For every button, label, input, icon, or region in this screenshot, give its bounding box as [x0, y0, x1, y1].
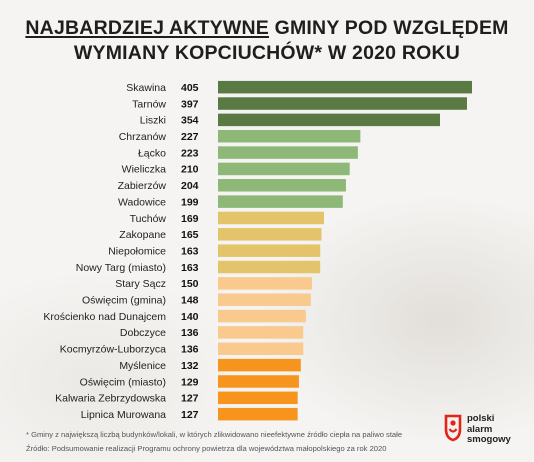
category-label: Tarnów [132, 98, 166, 110]
logo-line-2: alarm [467, 423, 493, 435]
value-label: 397 [181, 98, 199, 110]
bar [218, 277, 313, 290]
value-label: 148 [181, 295, 199, 307]
value-label: 150 [181, 278, 199, 290]
category-label: Stary Sącz [115, 278, 166, 290]
category-label: Kocmyrzów-Luborzyca [60, 344, 166, 356]
bar-chart: Skawina 405 Tarnów 397 Liszki 354 Chrzanów 227 Ł… [43, 80, 472, 421]
value-label: 132 [181, 360, 199, 372]
bar [218, 260, 321, 274]
category-label: Lipnica Murowana [81, 409, 166, 421]
bar [218, 146, 358, 159]
bar [218, 195, 343, 208]
category-label: Liszki [140, 115, 166, 127]
value-label: 136 [181, 344, 199, 356]
bar [218, 326, 304, 339]
category-label: Zabierzów [118, 180, 167, 192]
category-label: Wieliczka [122, 164, 166, 176]
value-label: 210 [181, 164, 199, 176]
category-label: Wadowice [118, 196, 166, 208]
bar [218, 358, 301, 372]
logo-line-3: smogowy [467, 434, 511, 445]
value-label: 354 [181, 115, 199, 127]
polski-alarm-smogowy-logo: polski alarm smogowy [443, 413, 523, 456]
title-line2: WYMIANY KOPCIUCHÓW* W 2020 ROKU [73, 42, 461, 64]
value-label: 405 [181, 82, 199, 94]
value-label: 129 [181, 376, 199, 388]
bar [218, 129, 361, 143]
logo-line-1: polski [467, 413, 495, 424]
category-label: Skawina [126, 82, 166, 94]
value-label: 127 [181, 409, 199, 421]
category-label: Łącko [138, 147, 166, 159]
footnote-asterisk: * Gminy z największą liczbą budynków/lok… [26, 430, 403, 439]
title-highlight: NAJBARDZIEJ AKTYWNE [25, 17, 269, 39]
value-label: 223 [181, 147, 199, 159]
category-label: Niepołomice [108, 245, 166, 257]
bar [218, 80, 472, 94]
bar [218, 179, 346, 192]
title-rest: GMINY POD WZGLĘDEM [268, 17, 509, 39]
value-label: 169 [181, 213, 199, 225]
bar [218, 407, 298, 421]
bar [218, 162, 350, 176]
category-label: Zakopane [119, 229, 166, 241]
footnote-source: Źródło: Podsumowanie realizacji Programu… [26, 444, 387, 453]
category-label: Kalwaria Zebrzydowska [55, 393, 166, 405]
bar [218, 113, 441, 127]
value-label: 140 [181, 311, 199, 323]
logo-text: polski alarm smogowy [467, 413, 511, 446]
bar [218, 342, 304, 356]
category-label: Dobczyce [120, 327, 166, 339]
chart-title: NAJBARDZIEJ AKTYWNE GMINY POD WZGLĘDEM W… [0, 16, 534, 66]
value-label: 127 [181, 393, 199, 405]
category-label: Myślenice [119, 360, 166, 372]
category-label: Oświęcim (gmina) [82, 295, 166, 307]
bar [218, 375, 299, 388]
category-label: Krościenko nad Dunajcem [43, 311, 166, 323]
bar [218, 309, 306, 323]
bar [218, 244, 321, 257]
value-label: 204 [181, 180, 199, 192]
value-label: 136 [181, 327, 199, 339]
value-label: 163 [181, 262, 199, 274]
value-label: 227 [181, 131, 199, 143]
category-label: Tuchów [130, 213, 167, 225]
mask-icon [444, 414, 462, 442]
bar [218, 228, 322, 241]
value-label: 165 [181, 229, 199, 241]
bar [218, 97, 467, 110]
value-label: 199 [181, 196, 199, 208]
category-label: Oświęcim (miasto) [80, 376, 166, 388]
category-label: Nowy Targ (miasto) [76, 262, 166, 274]
bar [218, 211, 324, 225]
bar [218, 293, 311, 306]
bar [218, 391, 298, 405]
category-label: Chrzanów [119, 131, 167, 143]
value-label: 163 [181, 245, 199, 257]
